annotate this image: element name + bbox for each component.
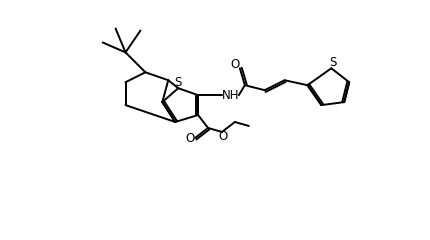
Text: O: O — [185, 132, 195, 145]
Text: S: S — [174, 76, 181, 89]
Text: O: O — [218, 130, 227, 143]
Text: S: S — [329, 56, 337, 69]
Text: O: O — [230, 58, 240, 71]
Text: NH: NH — [221, 89, 239, 102]
